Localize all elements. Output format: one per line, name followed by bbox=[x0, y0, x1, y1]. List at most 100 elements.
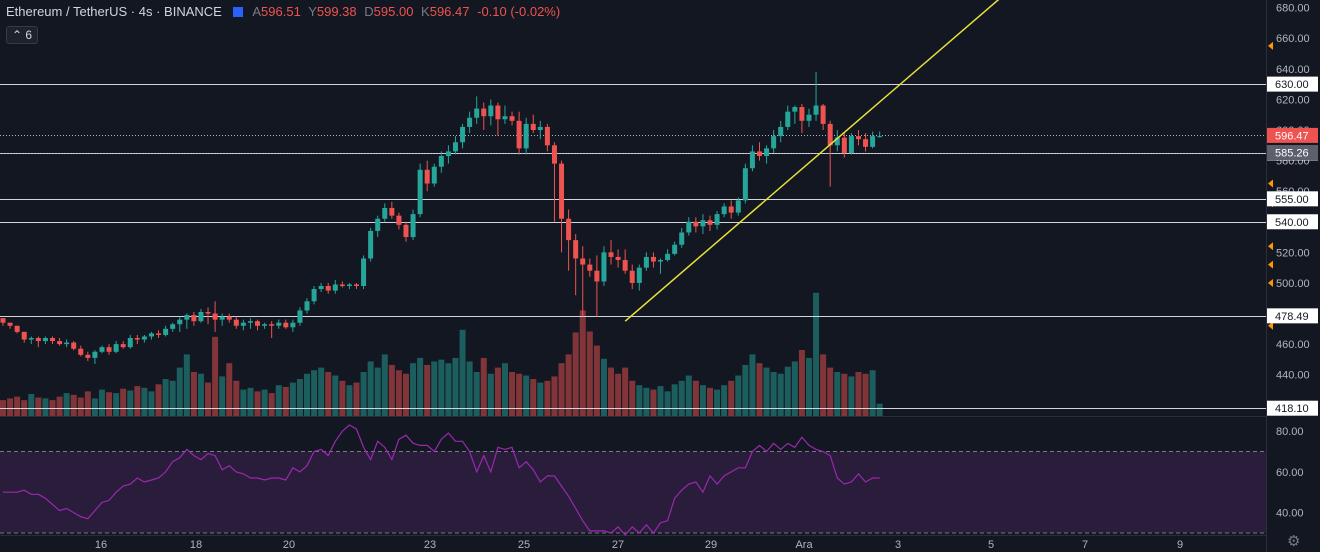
candle-body bbox=[346, 284, 352, 286]
volume-bar bbox=[106, 392, 113, 416]
volume-bar bbox=[622, 367, 629, 416]
volume-bar bbox=[42, 398, 49, 416]
level-price-label[interactable]: 418.10 bbox=[1267, 400, 1318, 416]
candle-body bbox=[481, 108, 487, 117]
candle bbox=[502, 105, 508, 124]
last-price-label[interactable]: 596.47 bbox=[1267, 127, 1318, 143]
volume-bar bbox=[141, 387, 148, 416]
candle bbox=[594, 255, 600, 317]
candle bbox=[247, 318, 253, 329]
candle bbox=[0, 318, 6, 326]
alert-marker-icon[interactable] bbox=[1268, 260, 1273, 269]
volume-bar bbox=[558, 363, 565, 416]
candle bbox=[255, 319, 261, 331]
alert-marker-icon[interactable] bbox=[1268, 321, 1273, 330]
volume-bar bbox=[190, 372, 197, 416]
candle bbox=[212, 301, 218, 332]
symbol-name[interactable]: Ethereum / TetherUS bbox=[6, 4, 128, 19]
level-price-label[interactable]: 630.00 bbox=[1267, 76, 1318, 92]
volume-bar bbox=[226, 363, 233, 416]
volume-bar bbox=[14, 396, 21, 416]
volume-bar bbox=[7, 398, 14, 416]
indicator-collapse-button[interactable]: ⌃ 6 bbox=[6, 26, 39, 44]
candle bbox=[325, 282, 331, 294]
price-tick-label: 460.00 bbox=[1276, 339, 1310, 351]
volume-bar bbox=[678, 380, 685, 416]
candle bbox=[877, 131, 883, 138]
candle bbox=[820, 104, 826, 130]
candle bbox=[78, 345, 84, 357]
level-price-label[interactable]: 478.49 bbox=[1267, 308, 1318, 324]
candle-body bbox=[57, 341, 63, 345]
candle-body bbox=[403, 224, 409, 238]
flag-icon[interactable] bbox=[233, 7, 244, 17]
candle bbox=[297, 307, 303, 326]
candle-body bbox=[707, 220, 713, 225]
volume-bar bbox=[445, 363, 452, 416]
candle bbox=[71, 341, 77, 351]
volume-bar bbox=[452, 357, 459, 416]
candle-body bbox=[156, 333, 162, 335]
ohlc-low-label: D bbox=[364, 4, 374, 19]
rsi-tick-label: 40.00 bbox=[1276, 508, 1304, 520]
price-tick-label: 660.00 bbox=[1276, 33, 1310, 45]
candle-body bbox=[78, 348, 84, 355]
candle-body bbox=[7, 322, 13, 326]
volume-bar bbox=[728, 380, 735, 416]
candle-body bbox=[127, 338, 133, 348]
candle bbox=[742, 163, 748, 204]
level-price-label-box bbox=[1267, 191, 1318, 207]
time-tick-label: 25 bbox=[518, 539, 530, 551]
volume-bar bbox=[247, 387, 254, 416]
level-price-label-text: 418.10 bbox=[1275, 403, 1309, 415]
interval-label[interactable]: 4s bbox=[138, 4, 153, 19]
alert-marker-icon[interactable] bbox=[1268, 278, 1273, 287]
ohlc-close-value: 596.47 bbox=[429, 4, 470, 19]
candle bbox=[735, 197, 741, 216]
volume-bar bbox=[501, 363, 508, 416]
candle-body bbox=[615, 256, 621, 260]
level-price-label-text: 540.00 bbox=[1275, 217, 1309, 229]
volume-bar bbox=[855, 372, 862, 416]
volume-bar bbox=[353, 382, 360, 416]
candle bbox=[756, 142, 762, 161]
candle bbox=[643, 252, 649, 271]
volume-bar bbox=[671, 384, 678, 416]
volume-bar bbox=[120, 388, 127, 416]
candle-body bbox=[269, 324, 275, 326]
volume-bar bbox=[318, 367, 325, 416]
trendline-drawing[interactable] bbox=[624, 0, 1007, 322]
candle bbox=[622, 249, 628, 274]
level-price-label-text: 630.00 bbox=[1275, 79, 1309, 91]
candle-body bbox=[71, 342, 77, 349]
rsi-tick-label: 80.00 bbox=[1276, 426, 1304, 438]
candle bbox=[170, 322, 176, 332]
candle bbox=[650, 252, 656, 268]
candle-body bbox=[92, 351, 98, 358]
volume-bar bbox=[544, 380, 551, 416]
candle-body bbox=[841, 137, 847, 153]
candle-body bbox=[870, 136, 876, 147]
alert-marker-icon[interactable] bbox=[1268, 242, 1273, 251]
volume-bar bbox=[487, 373, 494, 416]
volume-bar bbox=[876, 403, 883, 416]
volume-bar bbox=[537, 382, 544, 416]
candle-body bbox=[728, 206, 734, 213]
candle-body bbox=[64, 342, 70, 345]
level-price-label[interactable]: 555.00 bbox=[1267, 191, 1318, 207]
volume-bar bbox=[749, 354, 756, 416]
volume-bar bbox=[756, 363, 763, 416]
crosshair-price-label[interactable]: 585.26 bbox=[1267, 145, 1318, 161]
volume-bar bbox=[784, 366, 791, 416]
candle bbox=[749, 145, 755, 172]
volume-bar bbox=[35, 397, 42, 416]
gear-icon[interactable]: ⚙ bbox=[1287, 533, 1301, 550]
candle bbox=[177, 316, 183, 332]
alert-marker-icon[interactable] bbox=[1268, 179, 1273, 188]
alert-marker-icon[interactable] bbox=[1268, 41, 1273, 50]
volume-bar bbox=[551, 376, 558, 416]
level-price-label[interactable]: 540.00 bbox=[1267, 214, 1318, 230]
candle bbox=[551, 142, 557, 222]
candle bbox=[198, 308, 204, 323]
